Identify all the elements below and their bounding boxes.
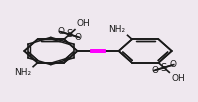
Text: S: S <box>161 63 167 73</box>
Text: O: O <box>75 33 82 42</box>
Text: OH: OH <box>171 74 185 83</box>
Text: O: O <box>169 60 176 69</box>
Text: OH: OH <box>77 19 90 28</box>
Text: NH₂: NH₂ <box>14 68 31 77</box>
Text: S: S <box>67 29 73 39</box>
Text: O: O <box>151 66 159 75</box>
Text: NH₂: NH₂ <box>109 25 126 34</box>
Text: O: O <box>57 27 64 36</box>
